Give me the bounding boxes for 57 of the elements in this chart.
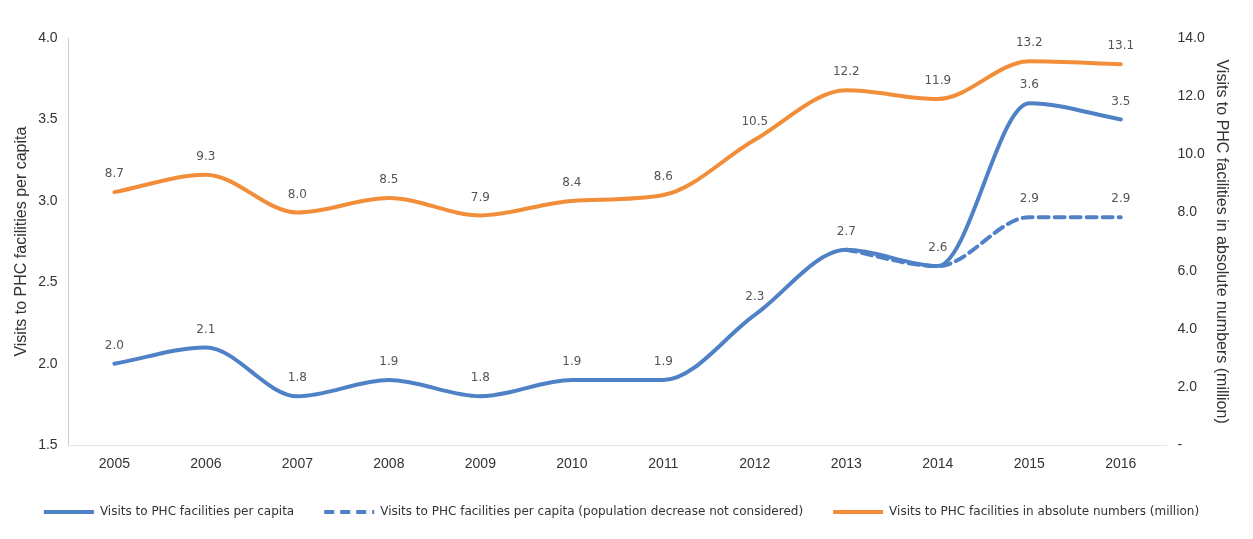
x-tick-label: 2009 <box>464 455 497 472</box>
data-label: 1.8 <box>287 370 307 385</box>
x-tick-label: 2014 <box>922 455 954 472</box>
data-label: 2.7 <box>836 223 856 238</box>
data-label: 2.9 <box>1019 191 1039 206</box>
data-label: 2.3 <box>745 289 765 304</box>
y2-tick-label: 12.0 <box>1177 87 1206 104</box>
y-tick-label: 1.5 <box>38 436 58 453</box>
data-label: 13.1 <box>1107 38 1135 53</box>
y-tick-label: 4.0 <box>38 28 58 45</box>
y-tick-label: 2.5 <box>38 273 58 290</box>
y-tick-label: 3.5 <box>38 110 58 127</box>
legend-label: Visits to PHC facilities per capita <box>99 504 295 519</box>
data-label: 2.9 <box>1111 191 1131 206</box>
x-tick-label: 2005 <box>98 455 131 472</box>
x-tick-label: 2011 <box>648 455 679 472</box>
y2-tick-label: 14.0 <box>1177 28 1206 45</box>
data-label: 1.8 <box>470 370 490 385</box>
y2-tick-label: 8.0 <box>1177 203 1198 220</box>
data-label: 1.9 <box>653 354 673 369</box>
data-label: 8.4 <box>562 175 582 190</box>
data-label: 10.5 <box>741 113 769 128</box>
data-label: 11.9 <box>924 73 952 88</box>
data-label: 7.9 <box>470 189 490 204</box>
y2-tick-label: 6.0 <box>1177 261 1198 278</box>
x-tick-label: 2013 <box>830 455 863 472</box>
legend-label: Visits to PHC facilities per capita (population decrease not considered) <box>380 504 804 519</box>
data-label: 8.5 <box>379 172 399 187</box>
data-label: 2.6 <box>928 240 948 255</box>
y2-axis-title: Visits to PHC facilities in absolute numbers (million) <box>1213 59 1231 424</box>
data-label: 1.9 <box>379 354 399 369</box>
data-label: 8.7 <box>104 166 124 181</box>
x-tick-label: 2016 <box>1105 455 1137 472</box>
x-tick-label: 2015 <box>1013 455 1046 472</box>
y-tick-label: 3.0 <box>38 191 58 208</box>
x-tick-label: 2006 <box>190 455 222 472</box>
x-tick-label: 2007 <box>281 455 314 472</box>
data-label: 1.9 <box>562 354 582 369</box>
data-label: 2.0 <box>104 337 124 352</box>
data-label: 3.6 <box>1019 77 1039 92</box>
x-tick-label: 2010 <box>556 455 588 472</box>
data-label: 3.5 <box>1111 93 1131 108</box>
y2-tick-label: 10.0 <box>1177 145 1206 162</box>
data-label: 9.3 <box>196 148 216 163</box>
legend-label: Visits to PHC facilities in absolute numbers (million) <box>889 504 1200 519</box>
y-axis-title: Visits to PHC facilities per capita <box>12 126 30 357</box>
data-label: 8.0 <box>287 186 307 201</box>
data-label: 12.2 <box>832 64 860 79</box>
data-label: 8.6 <box>653 169 673 184</box>
x-tick-label: 2008 <box>373 455 405 472</box>
y-tick-label: 2.0 <box>38 354 58 371</box>
y2-tick-label: 4.0 <box>1177 319 1198 336</box>
y2-tick-label: 2.0 <box>1177 377 1198 394</box>
data-label: 2.1 <box>196 321 216 336</box>
x-tick-label: 2012 <box>739 455 771 472</box>
y2-tick-label: - <box>1177 436 1183 453</box>
data-label: 13.2 <box>1015 35 1043 50</box>
